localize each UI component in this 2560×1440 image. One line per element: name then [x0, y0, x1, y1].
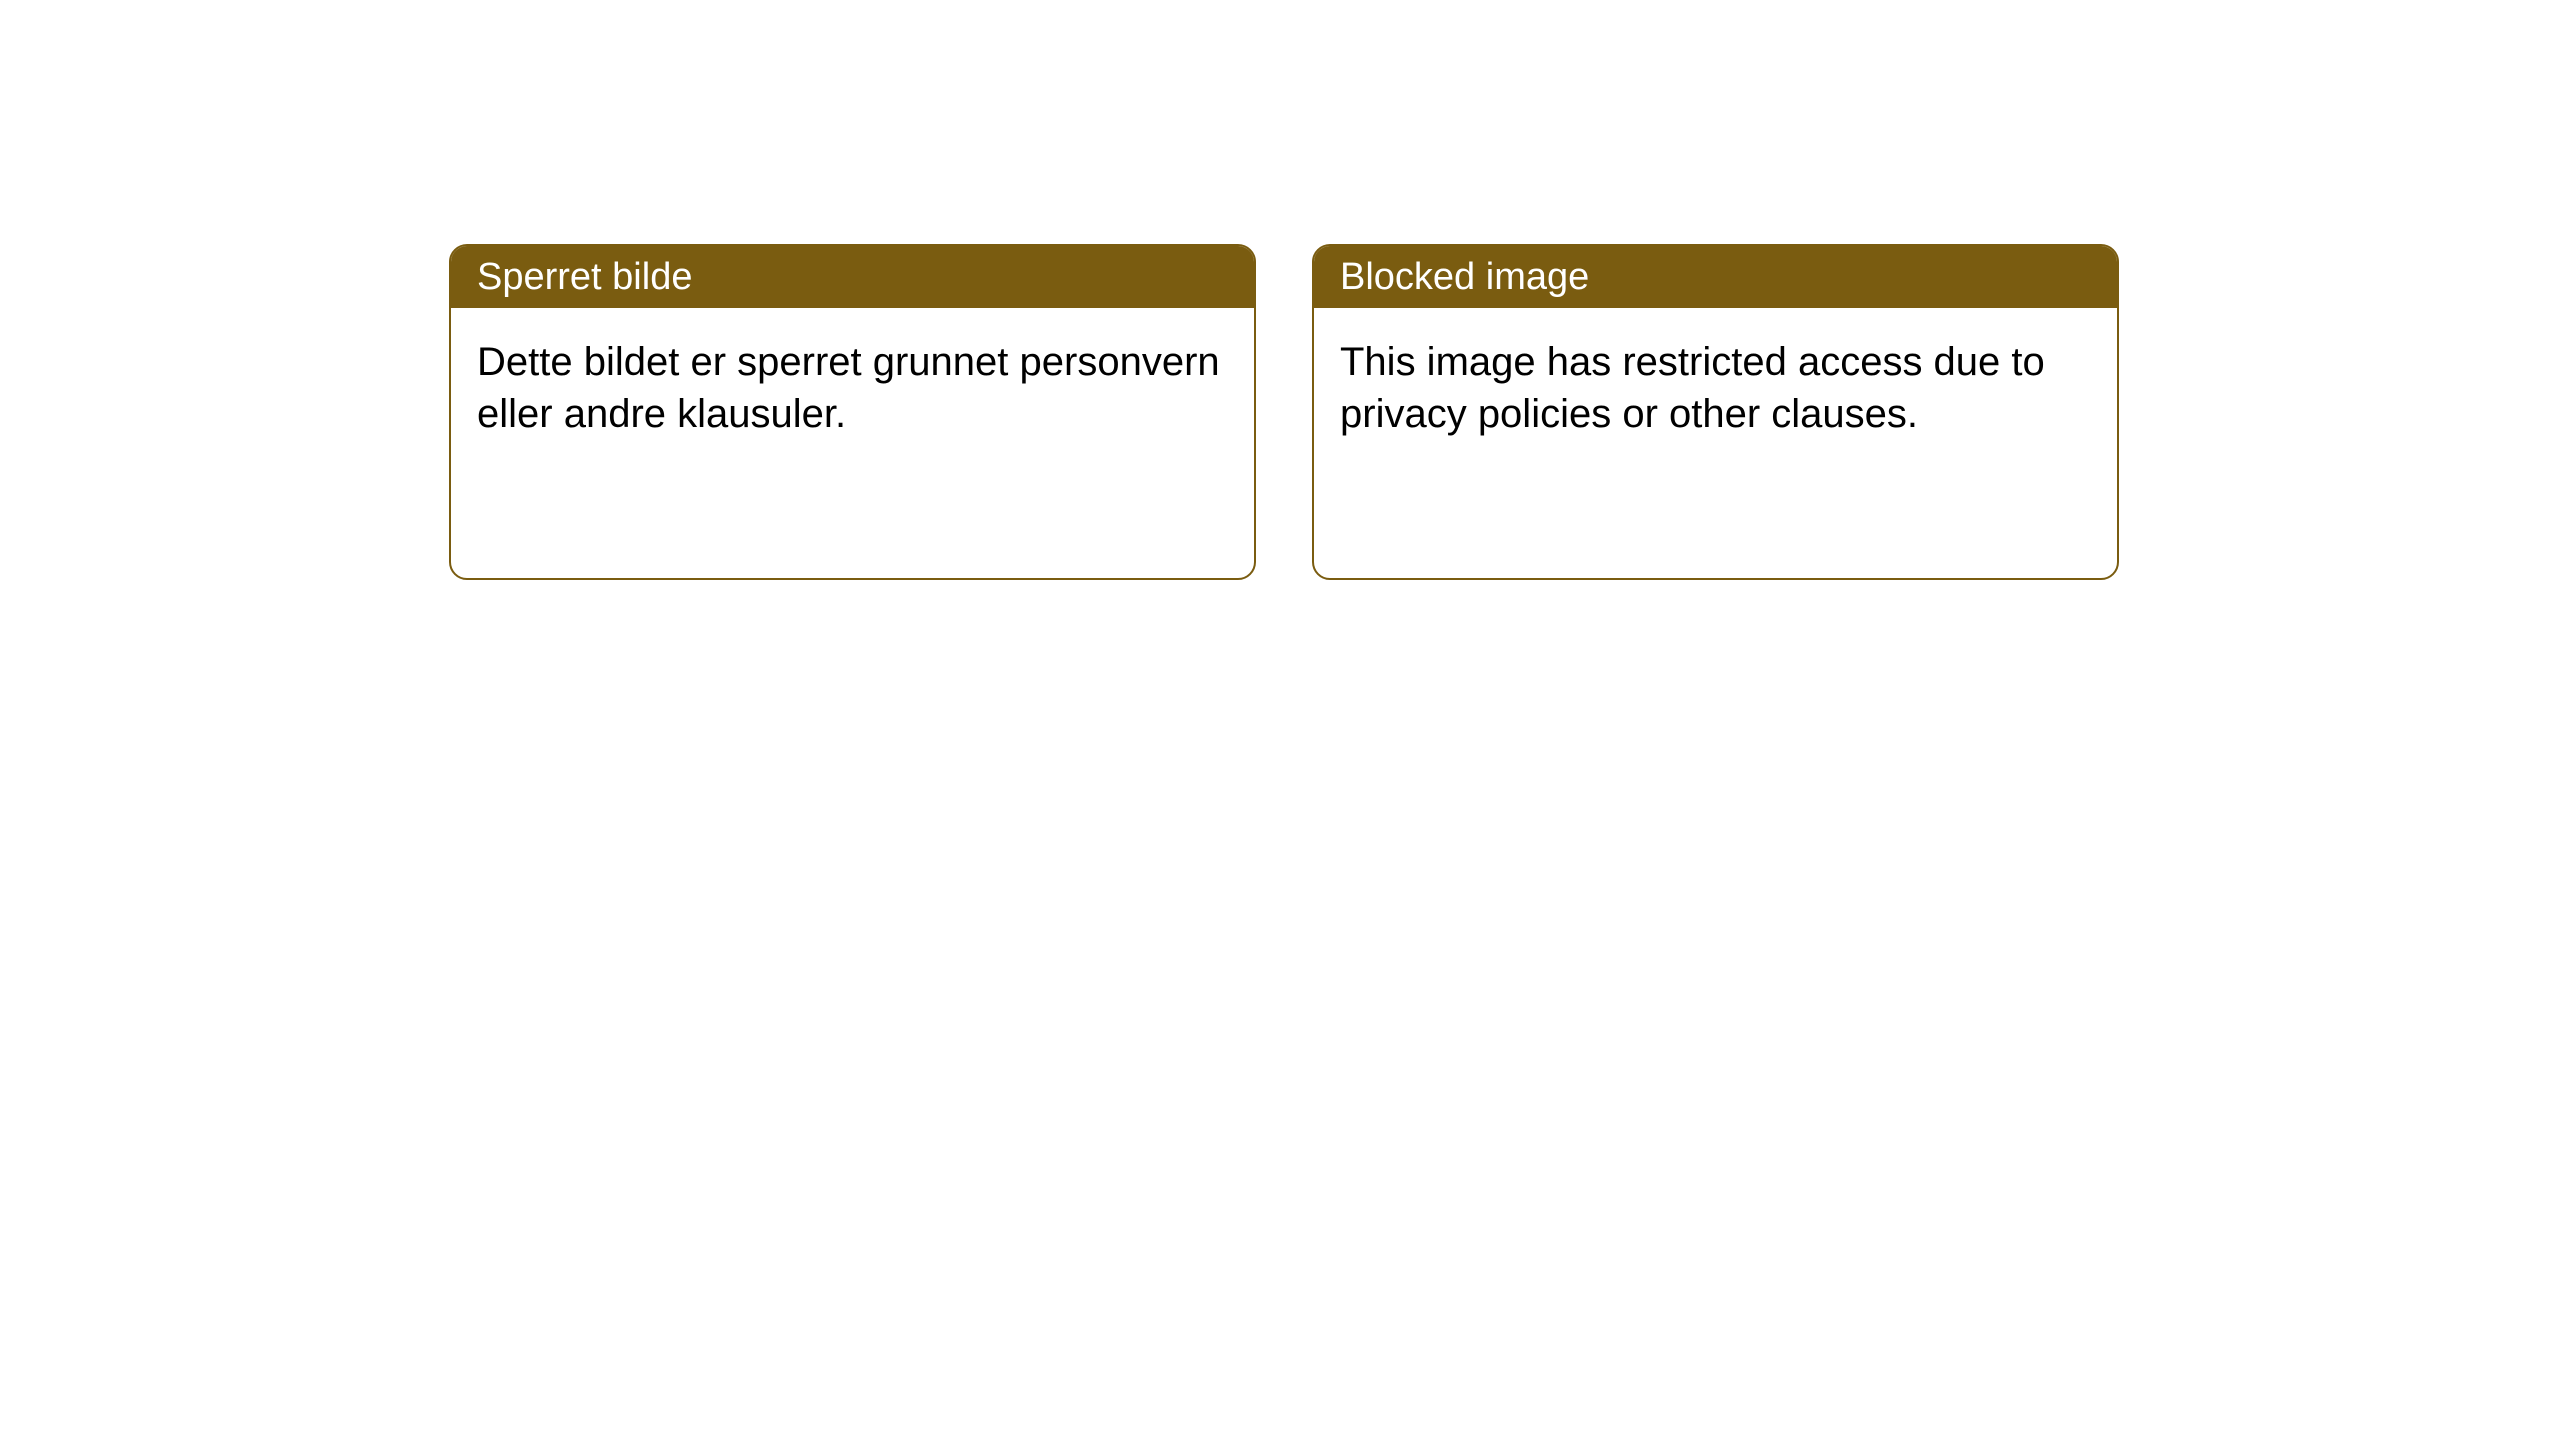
notice-header: Sperret bilde [451, 246, 1254, 308]
notice-body: Dette bildet er sperret grunnet personve… [451, 308, 1254, 468]
notice-card-english: Blocked image This image has restricted … [1312, 244, 2119, 580]
notice-header: Blocked image [1314, 246, 2117, 308]
notice-body-text: This image has restricted access due to … [1340, 340, 2045, 436]
notice-title: Blocked image [1340, 256, 1589, 299]
notice-card-norwegian: Sperret bilde Dette bildet er sperret gr… [449, 244, 1256, 580]
notice-body-text: Dette bildet er sperret grunnet personve… [477, 340, 1220, 436]
notice-title: Sperret bilde [477, 256, 692, 299]
notice-container: Sperret bilde Dette bildet er sperret gr… [0, 0, 2560, 580]
notice-body: This image has restricted access due to … [1314, 308, 2117, 468]
